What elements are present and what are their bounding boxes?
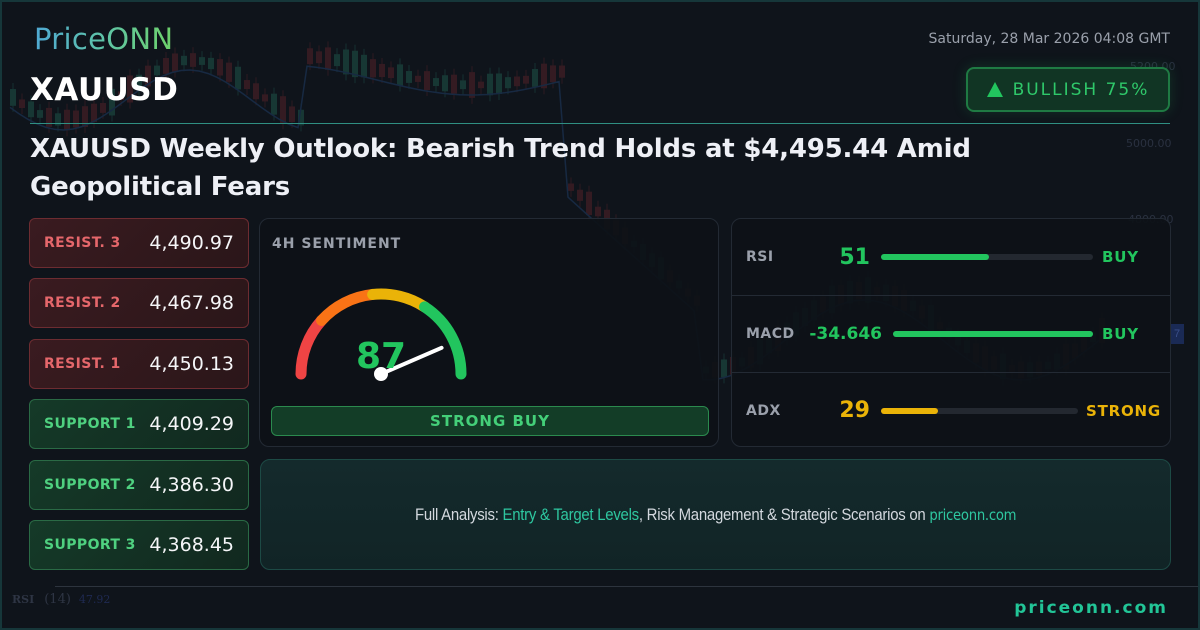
indicator-macd: MACD -34.646 BUY [732,295,1170,371]
entry-target-link[interactable]: Entry & Target Levels [502,504,639,524]
level-resistance-3: RESIST. 3 4,490.97 [29,218,249,268]
sentiment-card: 4H SENTIMENT 87 STRONG BUY [259,218,719,447]
triangle-up-icon [986,82,1003,97]
indicator-adx: ADX 29 STRONG [732,372,1170,448]
symbol-title: XAUUSD [30,72,179,108]
key-levels: RESIST. 3 4,490.97 RESIST. 2 4,467.98 RE… [29,218,249,580]
level-resistance-2: RESIST. 2 4,467.98 [29,278,249,329]
timestamp: Saturday, 28 Mar 2026 04:08 GMT [928,31,1170,47]
level-support-2: SUPPORT 2 4,386.30 [29,459,249,510]
sentiment-verdict: STRONG BUY [271,406,709,436]
headline: XAUUSD Weekly Outlook: Bearish Trend Hol… [30,134,971,202]
price-tag: 7 [1170,324,1184,344]
header-divider [30,123,1170,124]
bias-badge: BULLISH 75% [966,67,1170,112]
priceonn-logo: PriceONN [34,22,174,56]
rsi-pane-label: RSI (14) 47.92 [12,592,111,607]
indicators-card: RSI 51 BUY MACD -34.646 BUY ADX 29 STRON… [731,218,1171,447]
full-analysis-link[interactable]: Full Analysis: Entry & Target Levels, Ri… [260,459,1171,570]
footer-divider [55,586,1200,587]
indicator-rsi: RSI 51 BUY [746,244,1139,270]
level-resistance-1: RESIST. 1 4,450.13 [29,338,249,389]
sentiment-gauge-icon [295,288,467,381]
site-link[interactable]: priceonn.com [929,505,1017,524]
level-support-3: SUPPORT 3 4,368.45 [29,519,249,570]
footer-site-link[interactable]: priceonn.com [1014,598,1168,618]
sentiment-score: 87 [356,336,407,377]
sentiment-title: 4H SENTIMENT [272,236,402,252]
bias-label: BULLISH 75% [1012,79,1150,100]
level-support-1: SUPPORT 1 4,409.29 [29,399,249,450]
price-axis-label: 5000.00 [1126,137,1172,150]
